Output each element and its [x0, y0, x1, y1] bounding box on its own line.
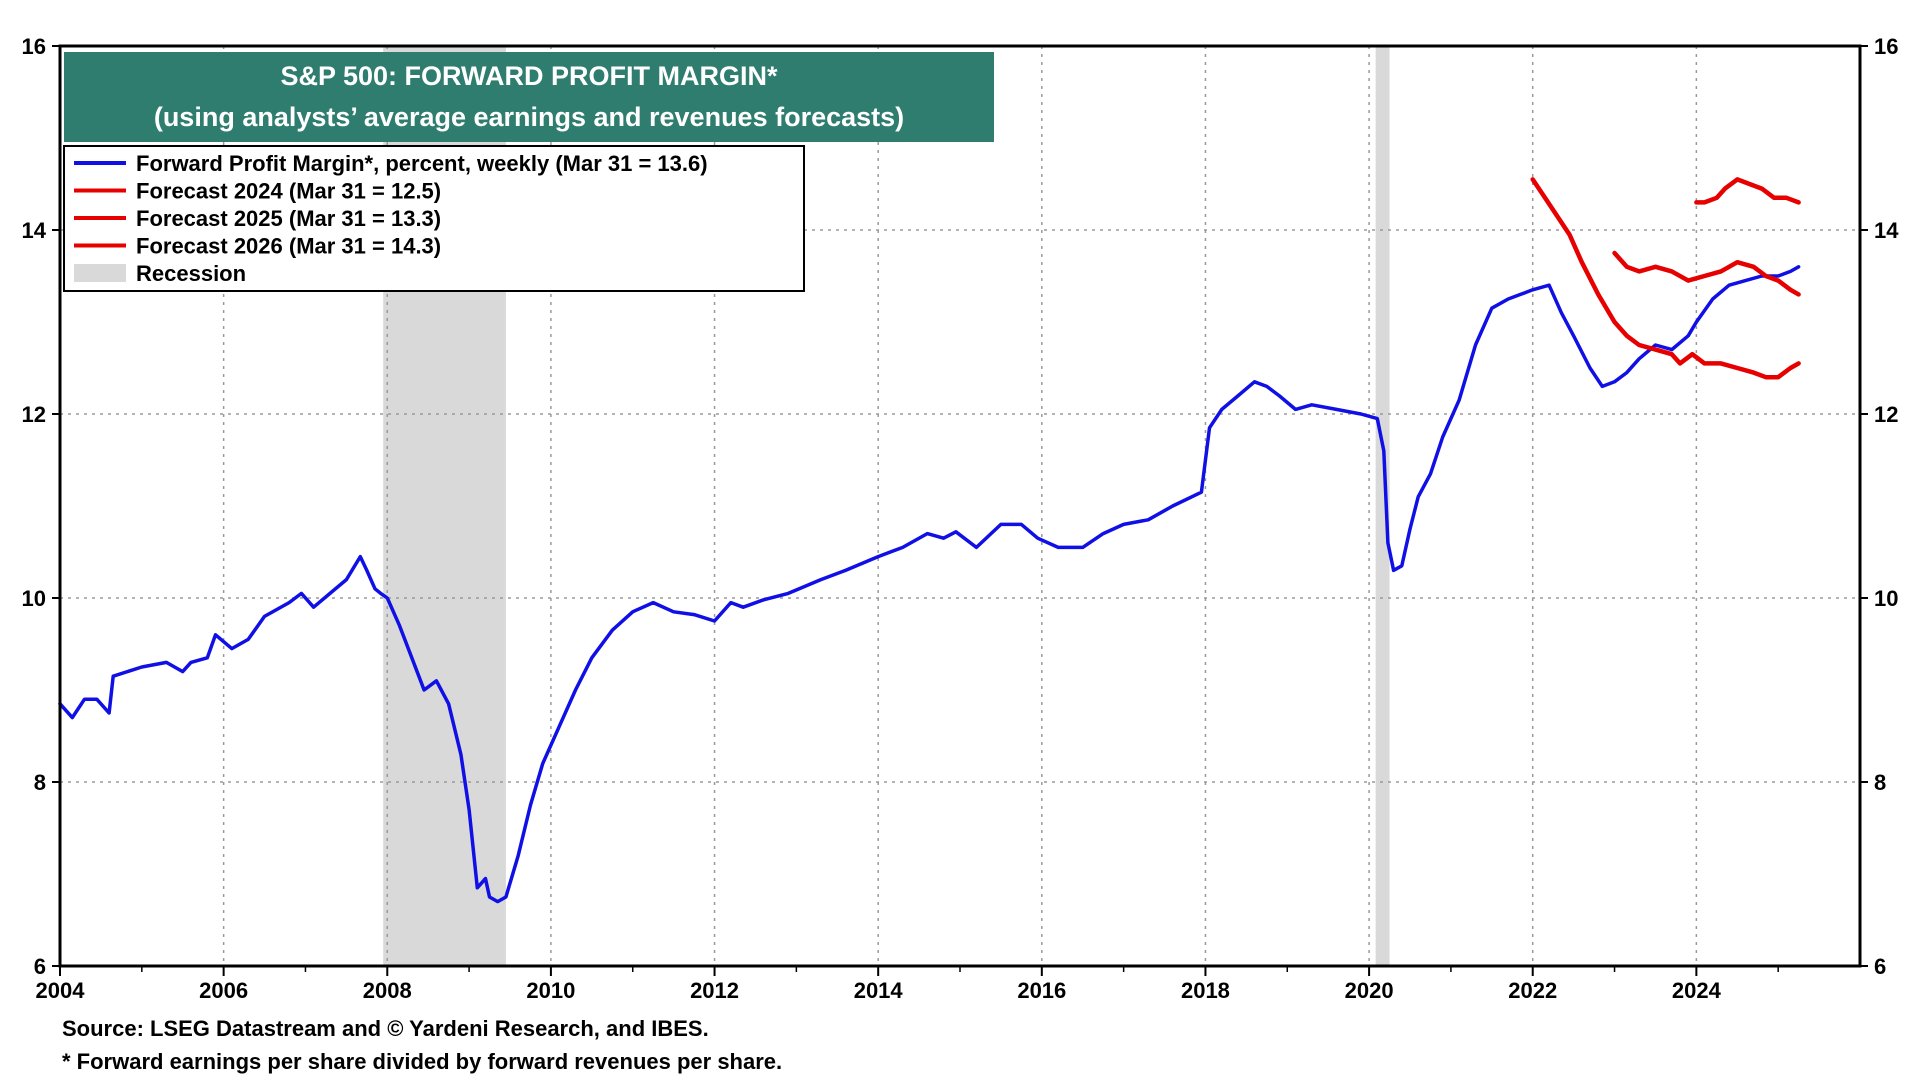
y-tick-label-right: 14 [1874, 218, 1899, 243]
y-tick-label-left: 8 [34, 770, 46, 795]
chart-title: S&P 500: FORWARD PROFIT MARGIN* [280, 61, 778, 91]
x-tick-label: 2016 [1017, 978, 1066, 1003]
x-tick-label: 2006 [199, 978, 248, 1003]
chart-legend: Forward Profit Margin*, percent, weekly … [63, 145, 805, 292]
title-background [64, 52, 994, 142]
recession-band-2 [1375, 46, 1390, 966]
chart-title-box: S&P 500: FORWARD PROFIT MARGIN* (using a… [64, 52, 994, 142]
legend-label-4: Forecast 2026 (Mar 31 = 14.3) [136, 234, 441, 259]
series-line-2 [1530, 177, 1801, 380]
legend-label-2: Forecast 2024 (Mar 31 = 12.5) [136, 179, 441, 204]
y-tick-label-left: 14 [22, 218, 47, 243]
definition-note: * Forward earnings per share divided by … [62, 1049, 783, 1074]
series-line-1 [58, 265, 1801, 904]
legend-label-3: Forecast 2025 (Mar 31 = 13.3) [136, 206, 441, 231]
legend-swatch-recession [74, 264, 126, 282]
legend-label-1: Forward Profit Margin*, percent, weekly … [136, 151, 708, 176]
x-tick-label: 2010 [526, 978, 575, 1003]
chart-subtitle: (using analysts’ average earnings and re… [154, 102, 904, 132]
legend-label-5: Recession [136, 261, 246, 286]
x-tick-label: 2004 [36, 978, 86, 1003]
y-tick-label-left: 6 [34, 954, 46, 979]
y-tick-label-right: 6 [1874, 954, 1886, 979]
series-line-4 [1694, 177, 1801, 205]
y-tick-label-right: 10 [1874, 586, 1898, 611]
x-tick-label: 2014 [854, 978, 904, 1003]
legend-box [63, 145, 805, 292]
x-tick-label: 2020 [1345, 978, 1394, 1003]
x-tick-label: 2018 [1181, 978, 1230, 1003]
series-line-3 [1612, 250, 1801, 297]
x-tick-label: 2012 [690, 978, 739, 1003]
y-tick-label-right: 16 [1874, 34, 1898, 59]
x-tick-label: 2022 [1508, 978, 1557, 1003]
y-tick-label-right: 8 [1874, 770, 1886, 795]
y-tick-label-left: 12 [22, 402, 46, 427]
x-tick-label: 2008 [363, 978, 412, 1003]
y-tick-label-right: 12 [1874, 402, 1898, 427]
source-note: Source: LSEG Datastream and © Yardeni Re… [62, 1016, 709, 1041]
y-tick-label-left: 16 [22, 34, 46, 59]
y-tick-label-left: 10 [22, 586, 46, 611]
x-tick-label: 2024 [1672, 978, 1722, 1003]
